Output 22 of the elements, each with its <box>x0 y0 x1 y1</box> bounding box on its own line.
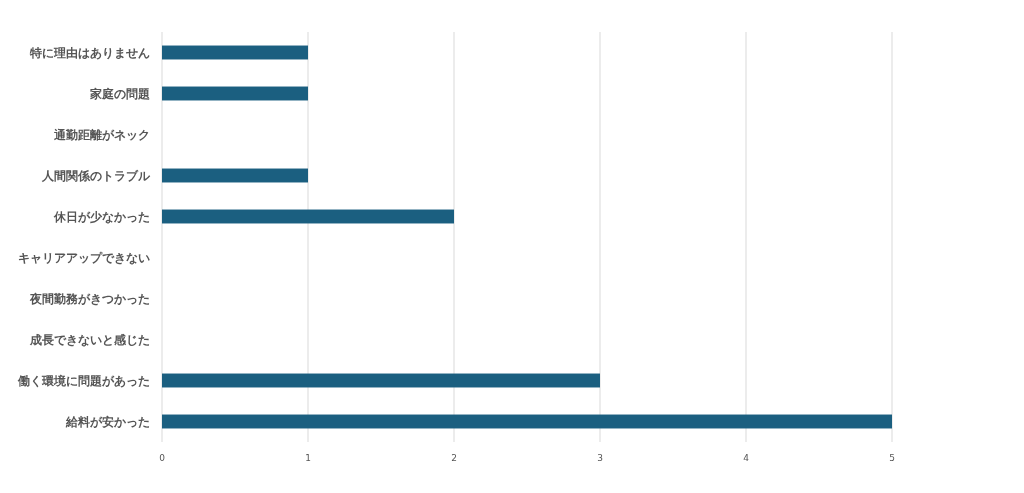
x-tick-label: 0 <box>159 453 166 463</box>
x-tick-label: 2 <box>451 453 457 463</box>
x-tick-label: 3 <box>597 453 603 463</box>
y-tick-label: 休日が少なかった <box>53 209 150 224</box>
bar <box>162 414 892 429</box>
y-tick-label: 夜間勤務がきつかった <box>29 291 150 306</box>
y-tick-label: 通勤距離がネック <box>53 127 150 142</box>
y-tick-label: 特に理由はありません <box>29 45 150 60</box>
x-tick-label: 1 <box>305 453 311 463</box>
y-tick-label: キャリアアップできない <box>18 250 150 265</box>
y-tick-label: 成長できないと感じた <box>29 332 150 347</box>
bar <box>162 373 600 388</box>
bar <box>162 168 308 183</box>
bar <box>162 86 308 101</box>
y-tick-label: 家庭の問題 <box>89 86 150 101</box>
y-tick-label: 給料が安かった <box>65 414 150 429</box>
bar <box>162 45 308 60</box>
y-tick-label: 人間関係のトラブル <box>41 168 151 183</box>
x-tick-label: 4 <box>743 453 750 463</box>
y-tick-label: 働く環境に問題があった <box>17 373 150 388</box>
x-tick-label: 5 <box>889 453 895 463</box>
bar <box>162 209 454 224</box>
